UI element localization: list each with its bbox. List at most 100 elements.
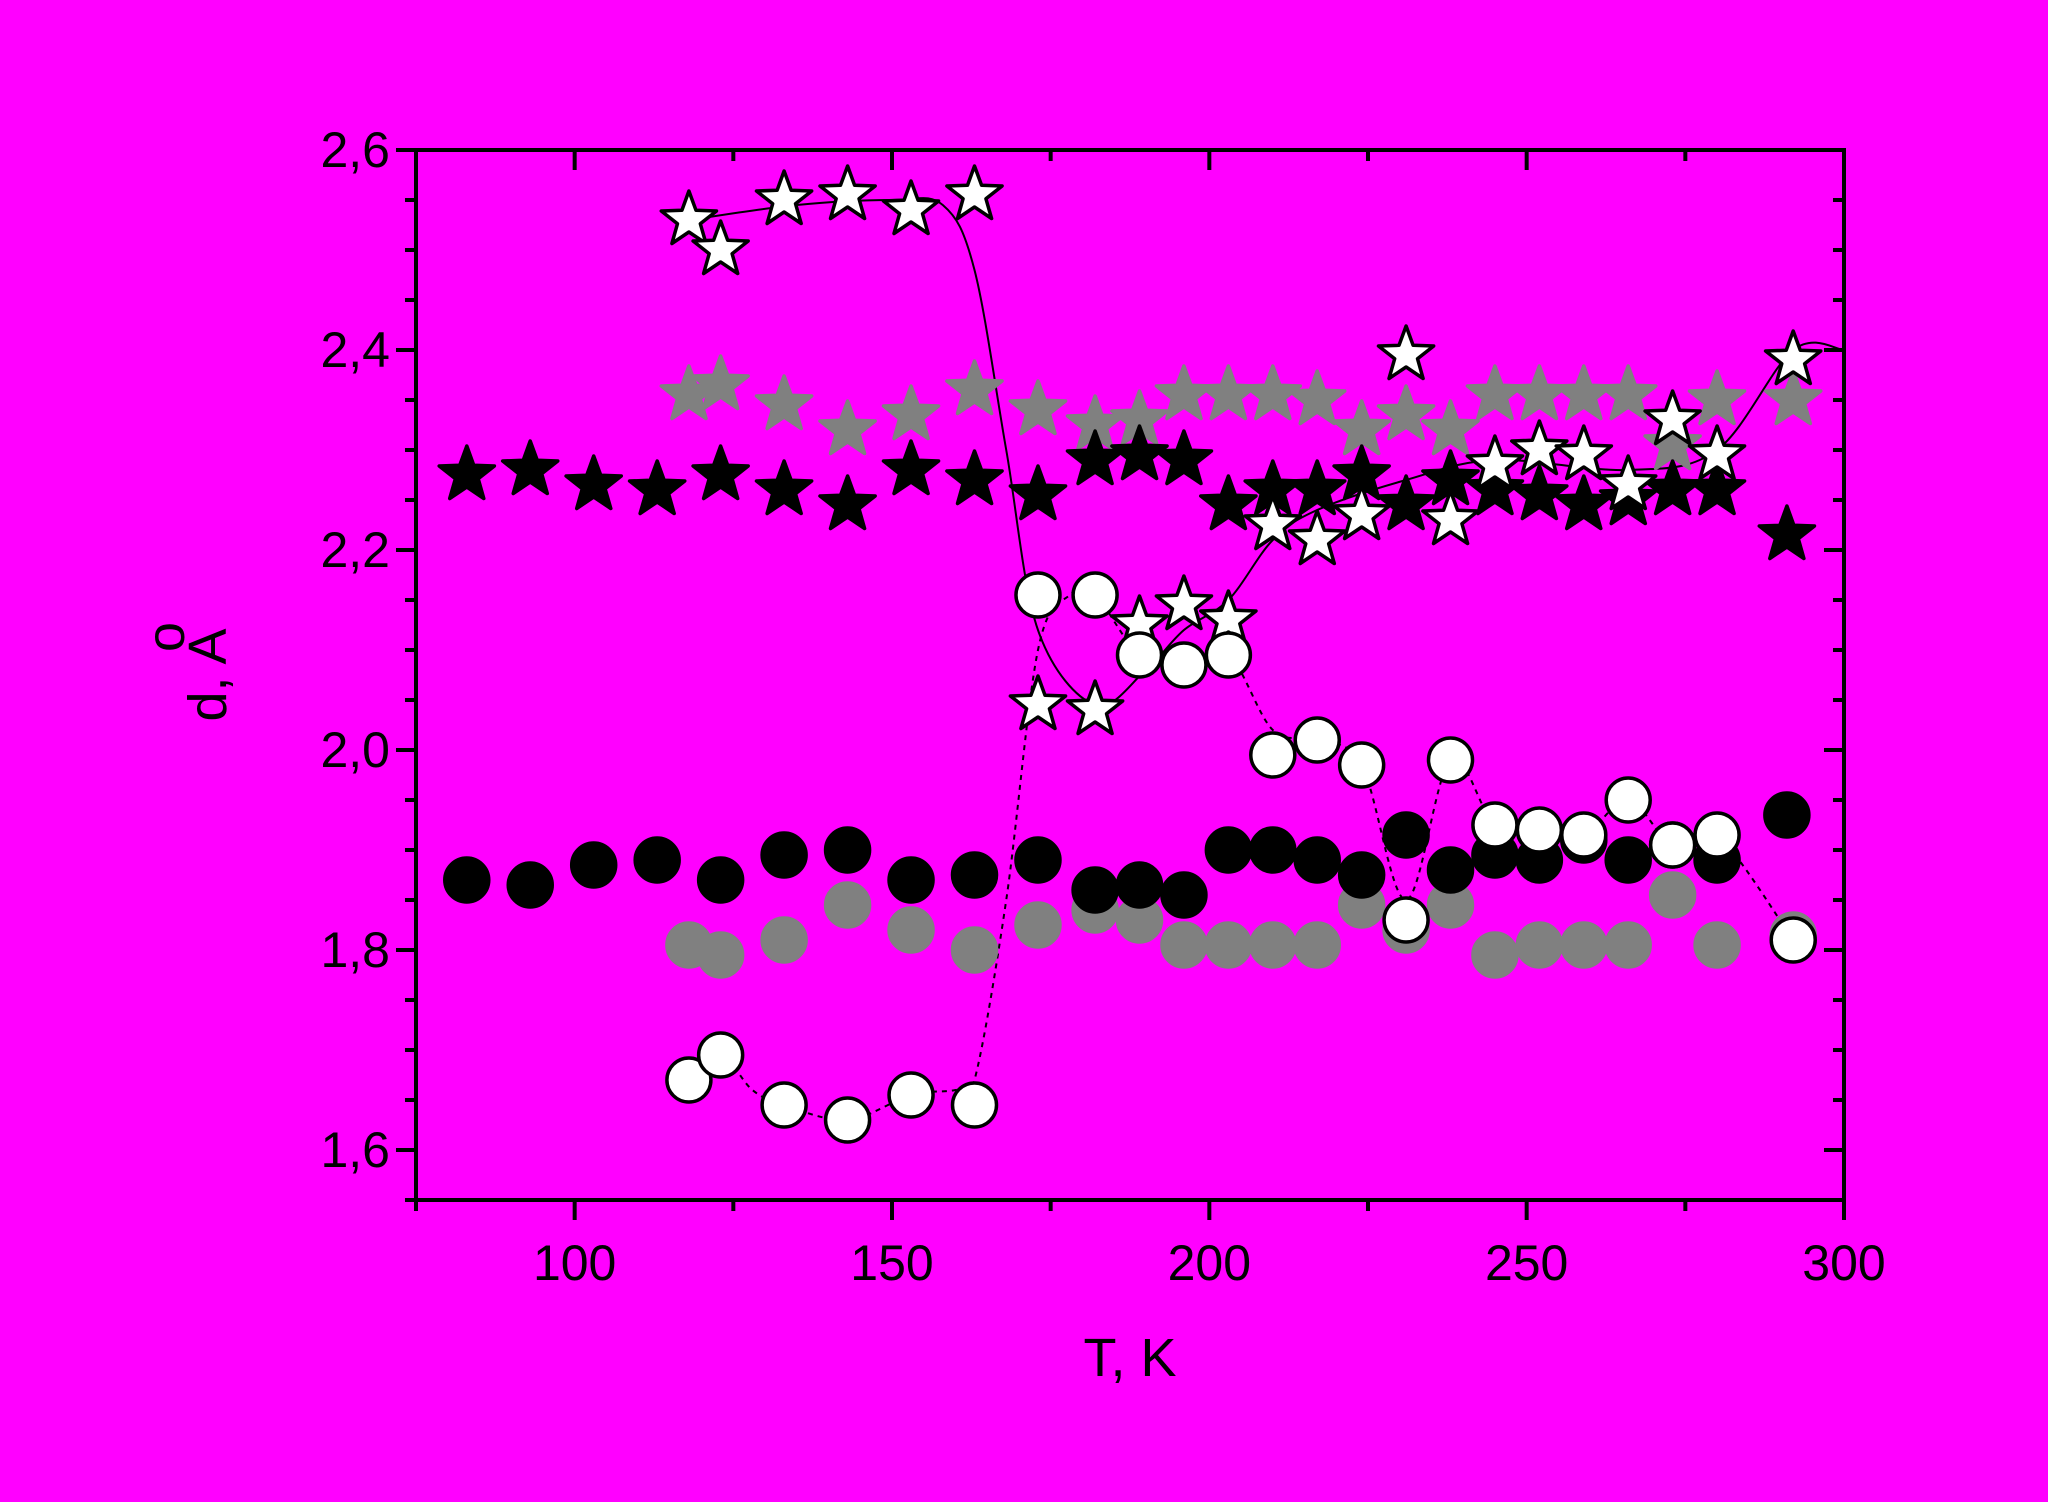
data-point-circle bbox=[1382, 811, 1430, 859]
data-point-star bbox=[1510, 419, 1569, 476]
data-point-star bbox=[691, 354, 750, 411]
y-axis-title-group: d, A o bbox=[136, 622, 238, 722]
data-point-star bbox=[564, 454, 624, 511]
data-point-circle bbox=[1249, 731, 1297, 779]
y-tick-label: 2,2 bbox=[320, 522, 390, 578]
data-point-circle bbox=[1515, 806, 1564, 854]
data-point-star bbox=[1465, 364, 1525, 421]
x-tick-label: 250 bbox=[1485, 1235, 1568, 1291]
data-point-star bbox=[1243, 364, 1303, 421]
data-point-circle bbox=[1604, 921, 1652, 969]
data-point-star bbox=[1199, 364, 1258, 421]
data-point-star bbox=[818, 474, 877, 531]
data-point-star bbox=[1421, 399, 1480, 456]
data-point-circle bbox=[887, 906, 935, 954]
data-point-circle bbox=[1249, 826, 1297, 874]
data-point-circle bbox=[887, 1071, 935, 1119]
data-point-star bbox=[945, 449, 1004, 506]
data-point-circle bbox=[823, 881, 872, 929]
data-point-circle bbox=[696, 931, 745, 979]
data-point-circle bbox=[950, 926, 999, 974]
data-point-star bbox=[754, 374, 814, 431]
data-point-circle bbox=[1249, 921, 1297, 969]
x-tick-label: 300 bbox=[1802, 1235, 1885, 1291]
data-point-star bbox=[1554, 364, 1614, 421]
data-point-star bbox=[945, 359, 1004, 416]
data-point-circle bbox=[1648, 821, 1697, 869]
data-point-circle bbox=[1204, 921, 1253, 969]
data-point-star bbox=[1287, 459, 1347, 516]
data-point-circle bbox=[1293, 921, 1341, 969]
data-point-circle bbox=[1763, 791, 1811, 839]
data-point-star bbox=[1687, 459, 1747, 516]
data-point-circle bbox=[506, 861, 554, 909]
y-tick-label: 1,6 bbox=[320, 1122, 390, 1178]
data-point-star bbox=[1687, 369, 1747, 426]
data-point-circle bbox=[569, 841, 618, 889]
y-axis-title-ring: o bbox=[136, 622, 196, 652]
x-tick-label: 100 bbox=[533, 1235, 616, 1291]
data-point-circle bbox=[1337, 851, 1386, 899]
data-point-circle bbox=[1014, 901, 1062, 949]
x-axis-title: T, K bbox=[1083, 1328, 1176, 1388]
data-point-star bbox=[1465, 459, 1525, 516]
data-point-circle bbox=[443, 856, 491, 904]
trend-curves bbox=[688, 197, 1845, 1122]
data-point-star bbox=[881, 439, 941, 496]
data-point-circle bbox=[1769, 916, 1817, 964]
data-point-star bbox=[881, 179, 941, 236]
data-point-circle bbox=[823, 826, 872, 874]
data-point-circle bbox=[1560, 811, 1608, 859]
data-point-star bbox=[754, 459, 814, 516]
data-point-circle bbox=[665, 1056, 713, 1104]
data-point-circle bbox=[760, 1081, 808, 1129]
data-point-circle bbox=[760, 916, 808, 964]
data-point-circle bbox=[1071, 571, 1119, 619]
data-point-circle bbox=[633, 836, 681, 884]
data-point-star bbox=[1199, 474, 1258, 531]
y-axis-title: d, A bbox=[178, 628, 238, 721]
axis-ticks: 100 150 200 250 300 1,6 1,8 2,0 2,2 2,4 2,6 bbox=[320, 122, 1885, 1291]
data-point-star bbox=[1643, 414, 1702, 471]
data-point-star bbox=[818, 164, 877, 221]
data-point-star bbox=[1421, 489, 1480, 546]
data-point-circle bbox=[1014, 571, 1062, 619]
data-point-star bbox=[1763, 329, 1823, 386]
data-point-circle bbox=[1014, 836, 1062, 884]
data-point-circle bbox=[1071, 866, 1119, 914]
plot-frame bbox=[414, 148, 1846, 1202]
data-point-star bbox=[1287, 369, 1347, 426]
data-point-circle bbox=[1426, 846, 1475, 894]
data-point-circle bbox=[1337, 741, 1386, 789]
data-point-circle bbox=[1293, 716, 1341, 764]
data-point-circle bbox=[1648, 871, 1697, 919]
data-point-star bbox=[1598, 364, 1658, 421]
data-point-star bbox=[1554, 474, 1614, 531]
data-point-circle bbox=[760, 831, 808, 879]
data-point-circle bbox=[1204, 631, 1253, 679]
y-tick-label: 2,0 bbox=[320, 722, 390, 778]
data-point-star bbox=[437, 444, 497, 501]
data-point-star bbox=[1065, 429, 1125, 486]
data-point-circle bbox=[1204, 826, 1253, 874]
data-point-star bbox=[1763, 369, 1823, 426]
data-point-circle bbox=[1471, 801, 1519, 849]
data-point-star bbox=[1154, 429, 1214, 486]
data-point-circle bbox=[1160, 921, 1208, 969]
data-point-star bbox=[691, 444, 750, 501]
data-marks bbox=[437, 164, 1823, 1144]
y-tick-label: 2,4 bbox=[320, 322, 390, 378]
data-point-circle bbox=[696, 1031, 745, 1079]
data-point-star bbox=[818, 399, 877, 456]
data-point-circle bbox=[1693, 811, 1741, 859]
y-tick-label: 1,8 bbox=[320, 922, 390, 978]
data-point-star bbox=[1376, 384, 1436, 441]
data-point-circle bbox=[823, 1096, 872, 1144]
data-point-star bbox=[1287, 509, 1347, 566]
data-point-star bbox=[1757, 504, 1817, 561]
data-point-circle bbox=[1604, 776, 1652, 824]
data-point-star bbox=[1510, 364, 1569, 421]
data-point-star bbox=[691, 219, 750, 276]
data-point-star bbox=[1065, 679, 1125, 736]
data-point-star bbox=[500, 439, 560, 496]
